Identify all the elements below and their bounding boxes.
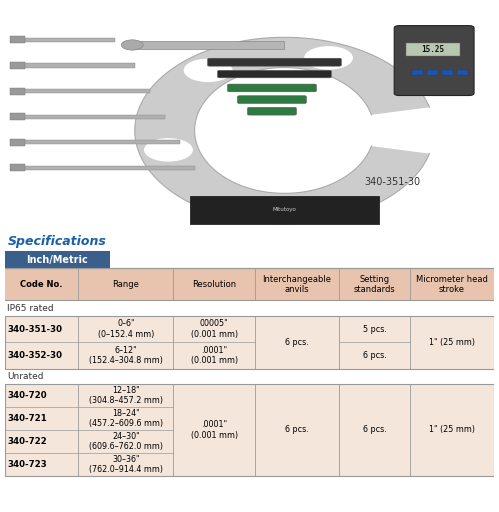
FancyBboxPatch shape bbox=[218, 70, 331, 78]
Text: 18–24"
(457.2–609.6 mm): 18–24" (457.2–609.6 mm) bbox=[89, 409, 163, 428]
FancyBboxPatch shape bbox=[248, 108, 296, 115]
FancyBboxPatch shape bbox=[238, 96, 306, 103]
Bar bbox=[135, 41, 284, 49]
Bar bbox=[10, 62, 25, 69]
Text: Range: Range bbox=[112, 280, 139, 289]
Text: 6 pcs.: 6 pcs. bbox=[285, 338, 309, 347]
Bar bbox=[10, 113, 25, 120]
Bar bbox=[10, 36, 25, 44]
Text: 00005"
(0.001 mm): 00005" (0.001 mm) bbox=[191, 319, 238, 339]
Bar bbox=[24, 89, 150, 93]
Bar bbox=[5, 316, 494, 369]
Text: 340-722: 340-722 bbox=[7, 437, 47, 446]
Bar bbox=[5, 251, 110, 268]
Bar bbox=[5, 316, 494, 343]
Text: Specifications: Specifications bbox=[7, 235, 106, 248]
FancyBboxPatch shape bbox=[228, 84, 316, 92]
Bar bbox=[10, 88, 25, 95]
Text: 340-352-30: 340-352-30 bbox=[7, 351, 62, 360]
Text: 340-723: 340-723 bbox=[7, 460, 47, 469]
Text: 1" (25 mm): 1" (25 mm) bbox=[429, 425, 475, 435]
Bar bbox=[24, 140, 180, 144]
Text: .0001"
(0.001 mm): .0001" (0.001 mm) bbox=[191, 420, 238, 440]
Bar bbox=[5, 384, 494, 476]
Text: 12–18"
(304.8–457.2 mm): 12–18" (304.8–457.2 mm) bbox=[89, 386, 163, 406]
FancyBboxPatch shape bbox=[208, 58, 341, 66]
FancyBboxPatch shape bbox=[394, 26, 474, 96]
Text: IP65 rated: IP65 rated bbox=[7, 304, 54, 313]
Text: .0001"
(0.001 mm): .0001" (0.001 mm) bbox=[191, 346, 238, 365]
Bar bbox=[5, 453, 494, 476]
Bar bbox=[406, 43, 460, 56]
Circle shape bbox=[185, 59, 232, 81]
Text: Code No.: Code No. bbox=[20, 280, 63, 289]
Text: Micrometer head
stroke: Micrometer head stroke bbox=[416, 275, 488, 294]
Bar bbox=[24, 63, 135, 68]
Bar bbox=[5, 384, 494, 407]
Text: 5 pcs.: 5 pcs. bbox=[363, 325, 386, 334]
Text: 340-351-30: 340-351-30 bbox=[7, 325, 62, 334]
Circle shape bbox=[305, 47, 352, 69]
Bar bbox=[5, 343, 494, 369]
Circle shape bbox=[145, 139, 192, 161]
Bar bbox=[24, 38, 115, 42]
Bar bbox=[5, 407, 494, 430]
Polygon shape bbox=[135, 37, 430, 224]
Bar bbox=[427, 70, 438, 75]
Text: Inch/Metric: Inch/Metric bbox=[26, 255, 88, 265]
Bar bbox=[10, 139, 25, 146]
Text: 340-721: 340-721 bbox=[7, 414, 47, 423]
Text: Interchangeable
anvils: Interchangeable anvils bbox=[262, 275, 331, 294]
Text: 0–6"
(0–152.4 mm): 0–6" (0–152.4 mm) bbox=[98, 319, 154, 339]
Bar bbox=[457, 70, 468, 75]
Bar bbox=[190, 196, 379, 224]
Bar bbox=[24, 166, 195, 170]
Text: 30–36"
(762.0–914.4 mm): 30–36" (762.0–914.4 mm) bbox=[89, 455, 163, 474]
Bar bbox=[10, 164, 25, 172]
Bar bbox=[5, 268, 494, 301]
Bar bbox=[5, 430, 494, 453]
Text: 340-720: 340-720 bbox=[7, 391, 47, 400]
Text: Resolution: Resolution bbox=[192, 280, 236, 289]
Bar bbox=[24, 115, 165, 119]
Text: 24–30"
(609.6–762.0 mm): 24–30" (609.6–762.0 mm) bbox=[89, 432, 163, 451]
Text: 340-351-30: 340-351-30 bbox=[364, 177, 420, 187]
Text: 6 pcs.: 6 pcs. bbox=[363, 351, 386, 360]
Bar bbox=[442, 70, 453, 75]
Circle shape bbox=[121, 40, 143, 50]
Text: Mitutoyo: Mitutoyo bbox=[272, 207, 296, 212]
Text: Unrated: Unrated bbox=[7, 372, 44, 381]
Text: 15.25: 15.25 bbox=[421, 45, 444, 54]
Bar bbox=[412, 70, 423, 75]
Text: 1" (25 mm): 1" (25 mm) bbox=[429, 338, 475, 347]
Text: 6–12"
(152.4–304.8 mm): 6–12" (152.4–304.8 mm) bbox=[89, 346, 163, 365]
Text: 6 pcs.: 6 pcs. bbox=[363, 425, 386, 435]
Text: 6 pcs.: 6 pcs. bbox=[285, 425, 309, 435]
Text: Setting
standards: Setting standards bbox=[354, 275, 395, 294]
